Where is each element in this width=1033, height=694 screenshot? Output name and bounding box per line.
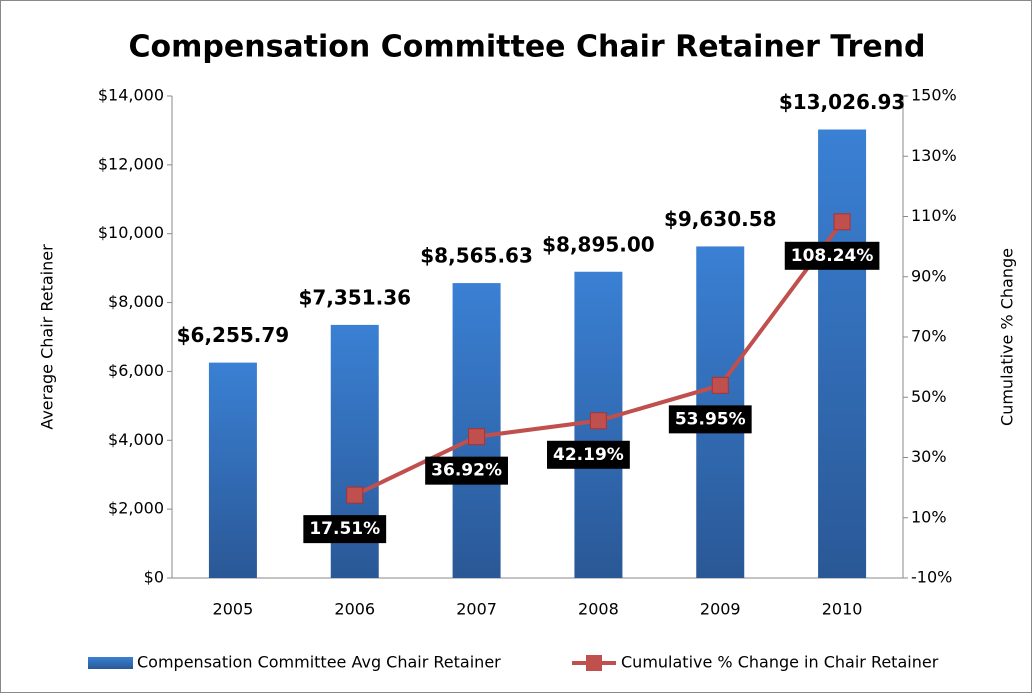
line-value-label: 53.95% <box>675 409 746 429</box>
bar-value-label: $6,255.79 <box>177 323 290 347</box>
y2-tick-label: 90% <box>911 266 947 285</box>
y-tick-label: $14,000 <box>98 86 164 105</box>
chart-title: Compensation Committee Chair Retainer Tr… <box>129 30 926 65</box>
y2-tick-label: 150% <box>911 86 957 105</box>
bar-value-label: $8,565.63 <box>420 244 533 268</box>
legend-label: Compensation Committee Avg Chair Retaine… <box>137 653 501 672</box>
value-label-box <box>668 405 752 434</box>
y-tick-label: $0 <box>144 568 164 587</box>
line-marker <box>589 412 607 430</box>
line-value-label: 108.24% <box>791 246 874 266</box>
value-label-box <box>547 440 630 469</box>
value-label-box <box>425 456 508 485</box>
value-label-box <box>784 241 880 270</box>
y2-axis-title: Cumulative % Change <box>998 248 1017 426</box>
x-tick-label: 2007 <box>456 600 497 619</box>
y2-tick-label: 50% <box>911 387 947 406</box>
y-tick-label: $8,000 <box>108 292 164 311</box>
bar-value-label: $7,351.36 <box>298 285 411 309</box>
x-tick-label: 2005 <box>213 600 254 619</box>
y-tick-label: $6,000 <box>108 361 164 380</box>
line-value-label: 42.19% <box>553 445 624 465</box>
line-marker <box>833 213 851 231</box>
y2-tick-label: -10% <box>911 568 952 587</box>
bar-value-label: $8,895.00 <box>542 232 655 256</box>
y-tick-label: $12,000 <box>98 154 164 173</box>
value-label-box <box>303 515 387 544</box>
y-tick-label: $2,000 <box>108 499 164 518</box>
bar-value-label: $13,026.93 <box>779 90 906 114</box>
legend-swatch <box>88 657 133 669</box>
bar <box>818 129 867 578</box>
bar <box>208 362 257 578</box>
y2-tick-label: 110% <box>911 206 957 225</box>
x-tick-label: 2010 <box>822 600 863 619</box>
y2-tick-label: 70% <box>911 327 947 346</box>
x-tick-label: 2006 <box>334 600 375 619</box>
line-value-label: 36.92% <box>431 461 502 481</box>
y-axis-title: Average Chair Retainer <box>38 244 57 430</box>
y2-tick-label: 10% <box>911 507 947 526</box>
x-tick-label: 2009 <box>700 600 741 619</box>
legend-label: Cumulative % Change in Chair Retainer <box>621 653 939 672</box>
line-marker <box>468 428 486 446</box>
y2-tick-label: 130% <box>911 146 957 165</box>
y2-tick-label: 30% <box>911 447 947 466</box>
y-tick-label: $4,000 <box>108 430 164 449</box>
bar-value-label: $9,630.58 <box>664 207 777 231</box>
y-tick-label: $10,000 <box>98 223 164 242</box>
x-tick-label: 2008 <box>578 600 619 619</box>
line-marker <box>346 486 364 504</box>
line-value-label: 17.51% <box>309 519 380 539</box>
legend-swatch-marker <box>586 655 602 671</box>
line-marker <box>711 376 729 394</box>
